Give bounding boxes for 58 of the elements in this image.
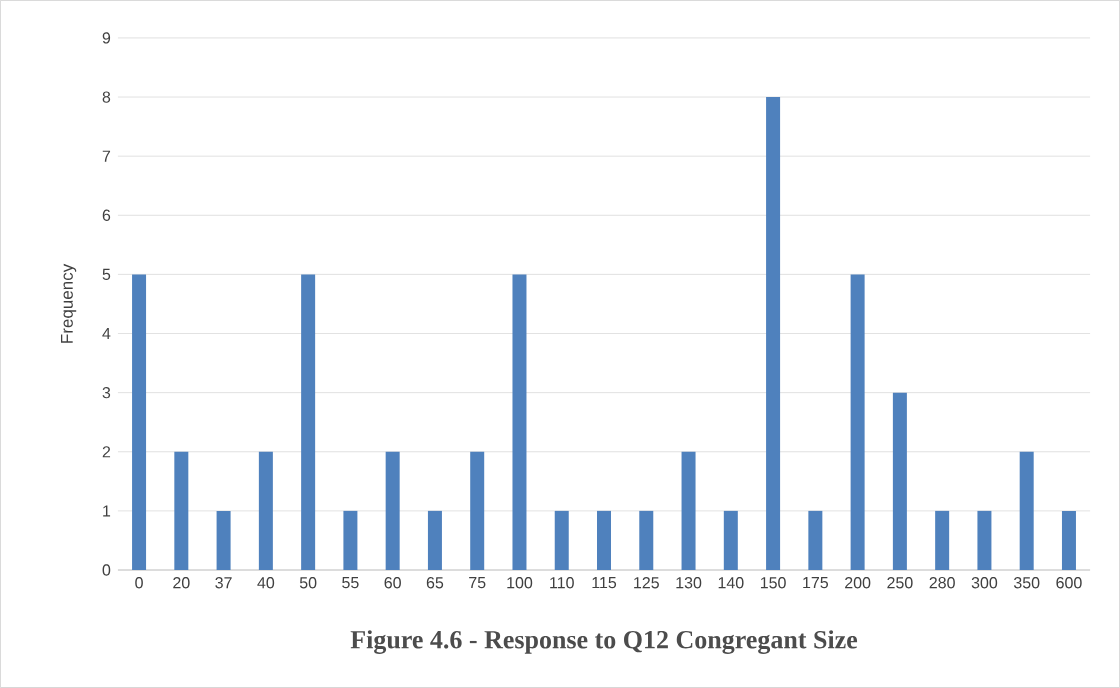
bar <box>977 510 992 571</box>
x-tick-label: 110 <box>550 577 574 589</box>
bar <box>174 451 189 571</box>
x-tick-label: 37 <box>215 577 232 589</box>
x-tick-label: 350 <box>1013 577 1040 589</box>
x-tick-label: 40 <box>257 577 275 589</box>
x-tick-label: 300 <box>971 577 998 589</box>
bar <box>216 510 231 571</box>
bar <box>681 451 696 571</box>
y-tick-label: 1 <box>103 505 111 517</box>
bar <box>427 510 442 571</box>
y-tick-label: 9 <box>102 32 111 44</box>
bar <box>470 451 485 571</box>
bar <box>639 510 654 571</box>
bar <box>343 510 358 571</box>
bar <box>808 510 823 571</box>
x-tick-label: 175 <box>803 577 829 589</box>
x-tick-label: 600 <box>1056 577 1082 589</box>
x-tick-label: 0 <box>135 577 143 589</box>
bar <box>597 510 612 571</box>
y-tick-label: 3 <box>102 387 111 399</box>
bar <box>258 451 273 571</box>
bar <box>512 274 527 571</box>
x-tick-label: 20 <box>173 577 190 589</box>
x-tick-label: 130 <box>676 577 702 589</box>
bar <box>554 510 569 571</box>
y-tick-label: 4 <box>102 328 111 340</box>
x-tick-label: 140 <box>718 577 744 589</box>
bar <box>1019 451 1034 571</box>
y-tick-label: 2 <box>102 446 111 458</box>
y-tick-label: 6 <box>102 209 111 221</box>
y-tick-label: 0 <box>102 564 111 576</box>
x-tick-label: 60 <box>384 577 401 589</box>
text: Figure 4.6 - Response to Q12 Congregant Size <box>350 630 858 654</box>
x-tick-label: 75 <box>469 577 486 589</box>
x-tick-label: 280 <box>929 577 955 589</box>
x-tick-label: 150 <box>760 577 786 589</box>
x-tick-label: 250 <box>887 577 913 589</box>
x-tick-label: 200 <box>845 577 871 589</box>
bar <box>132 274 147 571</box>
bar <box>1061 510 1076 571</box>
x-tick-label: 100 <box>507 577 533 589</box>
x-tick-label: 65 <box>426 577 444 589</box>
y-tick-label: 5 <box>102 268 111 281</box>
y-tick-label: 8 <box>102 91 111 103</box>
bar <box>385 451 400 571</box>
bar <box>723 510 738 571</box>
x-tick-label: 50 <box>299 577 317 589</box>
bar <box>892 392 907 571</box>
x-tick-label: 115 <box>592 577 617 589</box>
x-tick-label: 55 <box>342 577 359 589</box>
y-tick-label: 7 <box>102 150 111 162</box>
x-tick-label: 125 <box>634 577 659 589</box>
bar <box>850 274 865 571</box>
bar <box>935 510 950 571</box>
y-axis-title: Frequency <box>60 263 77 343</box>
bar <box>301 274 316 571</box>
bar <box>766 97 781 571</box>
